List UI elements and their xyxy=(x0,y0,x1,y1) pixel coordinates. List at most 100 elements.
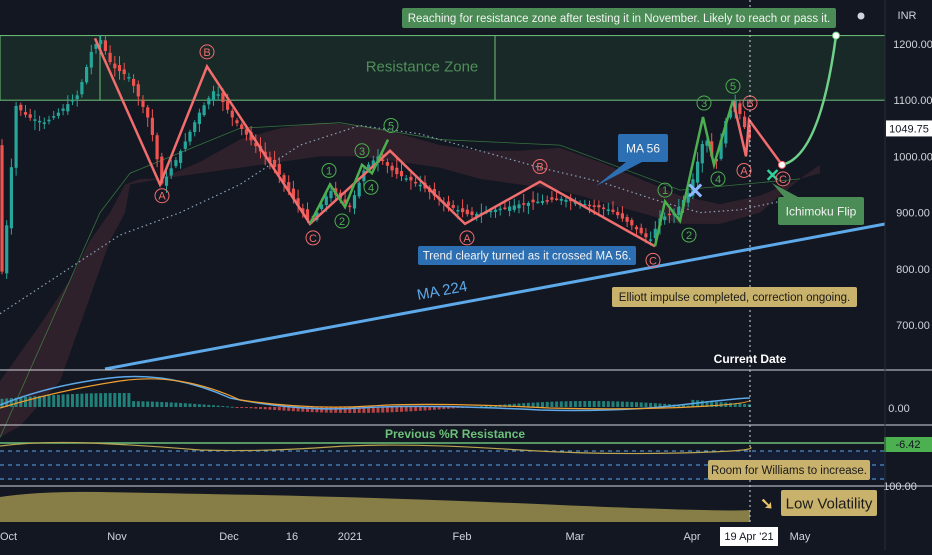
wave-label: 2 xyxy=(686,230,692,242)
macd-histogram-bar xyxy=(216,405,220,407)
macd-histogram-bar xyxy=(385,407,389,413)
macd-histogram-bar xyxy=(428,407,432,411)
macd-histogram-bar xyxy=(522,403,526,407)
macd-histogram-bar xyxy=(602,401,606,407)
wave-label: A xyxy=(740,165,748,177)
candle-body xyxy=(592,205,596,207)
macd-histogram-bar xyxy=(14,397,18,407)
candle-body xyxy=(249,131,253,141)
macd-histogram-bar xyxy=(141,401,145,407)
candle-body xyxy=(597,205,601,208)
cross-marker: ✕ xyxy=(686,179,704,204)
macd-histogram-bar xyxy=(404,407,408,412)
wave-label: 1 xyxy=(326,165,332,177)
macd-signal-line xyxy=(0,378,751,410)
macd-histogram-bar xyxy=(249,407,253,409)
candle-body xyxy=(461,208,465,213)
macd-histogram-bar xyxy=(555,401,559,407)
macd-histogram-bar xyxy=(169,402,173,407)
ichimoku-cloud xyxy=(0,122,820,438)
candle-body xyxy=(569,199,573,202)
macd-histogram-bar xyxy=(705,401,709,407)
impulse-wave-line xyxy=(653,99,735,247)
wave-label-ring xyxy=(354,143,370,159)
macd-histogram-bar xyxy=(188,403,192,407)
y-tick-label: 1200.00 xyxy=(893,39,932,51)
candle-body xyxy=(23,112,28,115)
macd-histogram-bar xyxy=(409,407,413,412)
candle-body xyxy=(540,201,545,203)
macd-histogram-bar xyxy=(677,404,681,407)
candle-body xyxy=(113,63,117,69)
candle-body xyxy=(9,167,13,229)
candle-body xyxy=(522,203,526,205)
macd-histogram-bar xyxy=(146,401,150,407)
candle-body xyxy=(696,161,700,183)
macd-histogram-bar xyxy=(743,403,747,407)
candle-body xyxy=(348,205,352,208)
macd-histogram-bar xyxy=(611,401,615,407)
candle-body xyxy=(160,156,164,184)
macd-histogram-bar xyxy=(447,407,450,409)
candle-body xyxy=(211,91,216,101)
candle-body xyxy=(390,165,394,171)
macd-tick: 0.00 xyxy=(888,403,909,415)
wave-label-ring xyxy=(321,162,337,178)
candle-body xyxy=(724,120,728,144)
macd-line xyxy=(0,375,751,412)
candle-body xyxy=(301,208,305,213)
candle-body xyxy=(630,220,634,226)
macd-histogram-bar xyxy=(620,401,624,407)
candle-body xyxy=(42,122,46,124)
candle-body xyxy=(381,159,385,162)
wave-label: 3 xyxy=(701,98,707,110)
macd-histogram-bar xyxy=(733,403,737,407)
projection-start-point xyxy=(778,160,786,169)
corrective-wave-line xyxy=(731,99,784,166)
macd-histogram-bar xyxy=(367,407,371,413)
wave-label: 3 xyxy=(359,146,365,158)
top-note: Reaching for resistance zone after testi… xyxy=(408,13,831,25)
candle-body xyxy=(728,110,733,118)
candle-body xyxy=(146,107,150,118)
candle-body xyxy=(550,197,554,200)
candle-body xyxy=(320,204,324,210)
macd-histogram-bar xyxy=(442,407,446,410)
x-tick-label: Nov xyxy=(107,531,127,543)
candle-body xyxy=(526,202,530,206)
candle-body xyxy=(663,216,667,221)
wave-label-ring xyxy=(154,188,170,204)
volatility-arrow-icon: ➘ xyxy=(760,496,773,513)
macd-histogram-bar xyxy=(738,403,742,407)
macd-histogram-bar xyxy=(451,407,455,409)
candle-body xyxy=(616,211,620,216)
candle-body xyxy=(503,207,507,210)
y-tick-label: 900.00 xyxy=(896,208,930,220)
candle-body xyxy=(324,196,328,206)
wave-label: 2 xyxy=(339,216,345,228)
macd-histogram-bar xyxy=(569,401,573,407)
macd-histogram-bar xyxy=(625,401,629,407)
wave-label-ring xyxy=(459,230,475,246)
macd-histogram-bar xyxy=(338,407,342,413)
candle-body xyxy=(207,98,211,105)
annotations-layer: Reaching for resistance zone after testi… xyxy=(402,8,877,516)
candle-body xyxy=(273,159,277,168)
wave-label-ring xyxy=(725,78,741,94)
candle-body xyxy=(127,77,131,79)
ichimoku-pointer xyxy=(772,183,798,197)
resistance-zone xyxy=(0,35,886,101)
macd-histogram-bar xyxy=(564,401,568,407)
macd-histogram-bar xyxy=(315,407,319,413)
candle-body xyxy=(418,184,422,187)
wave-label: B xyxy=(746,98,753,110)
candle-body xyxy=(446,201,451,206)
macd-histogram-bar xyxy=(160,402,164,407)
macd-histogram-bar xyxy=(132,401,136,407)
candle-body xyxy=(47,119,51,122)
macd-histogram-bar xyxy=(42,395,46,407)
candle-body xyxy=(277,163,281,175)
candle-body xyxy=(705,140,709,146)
williams-r-line xyxy=(0,441,752,455)
candle-body xyxy=(691,179,695,196)
